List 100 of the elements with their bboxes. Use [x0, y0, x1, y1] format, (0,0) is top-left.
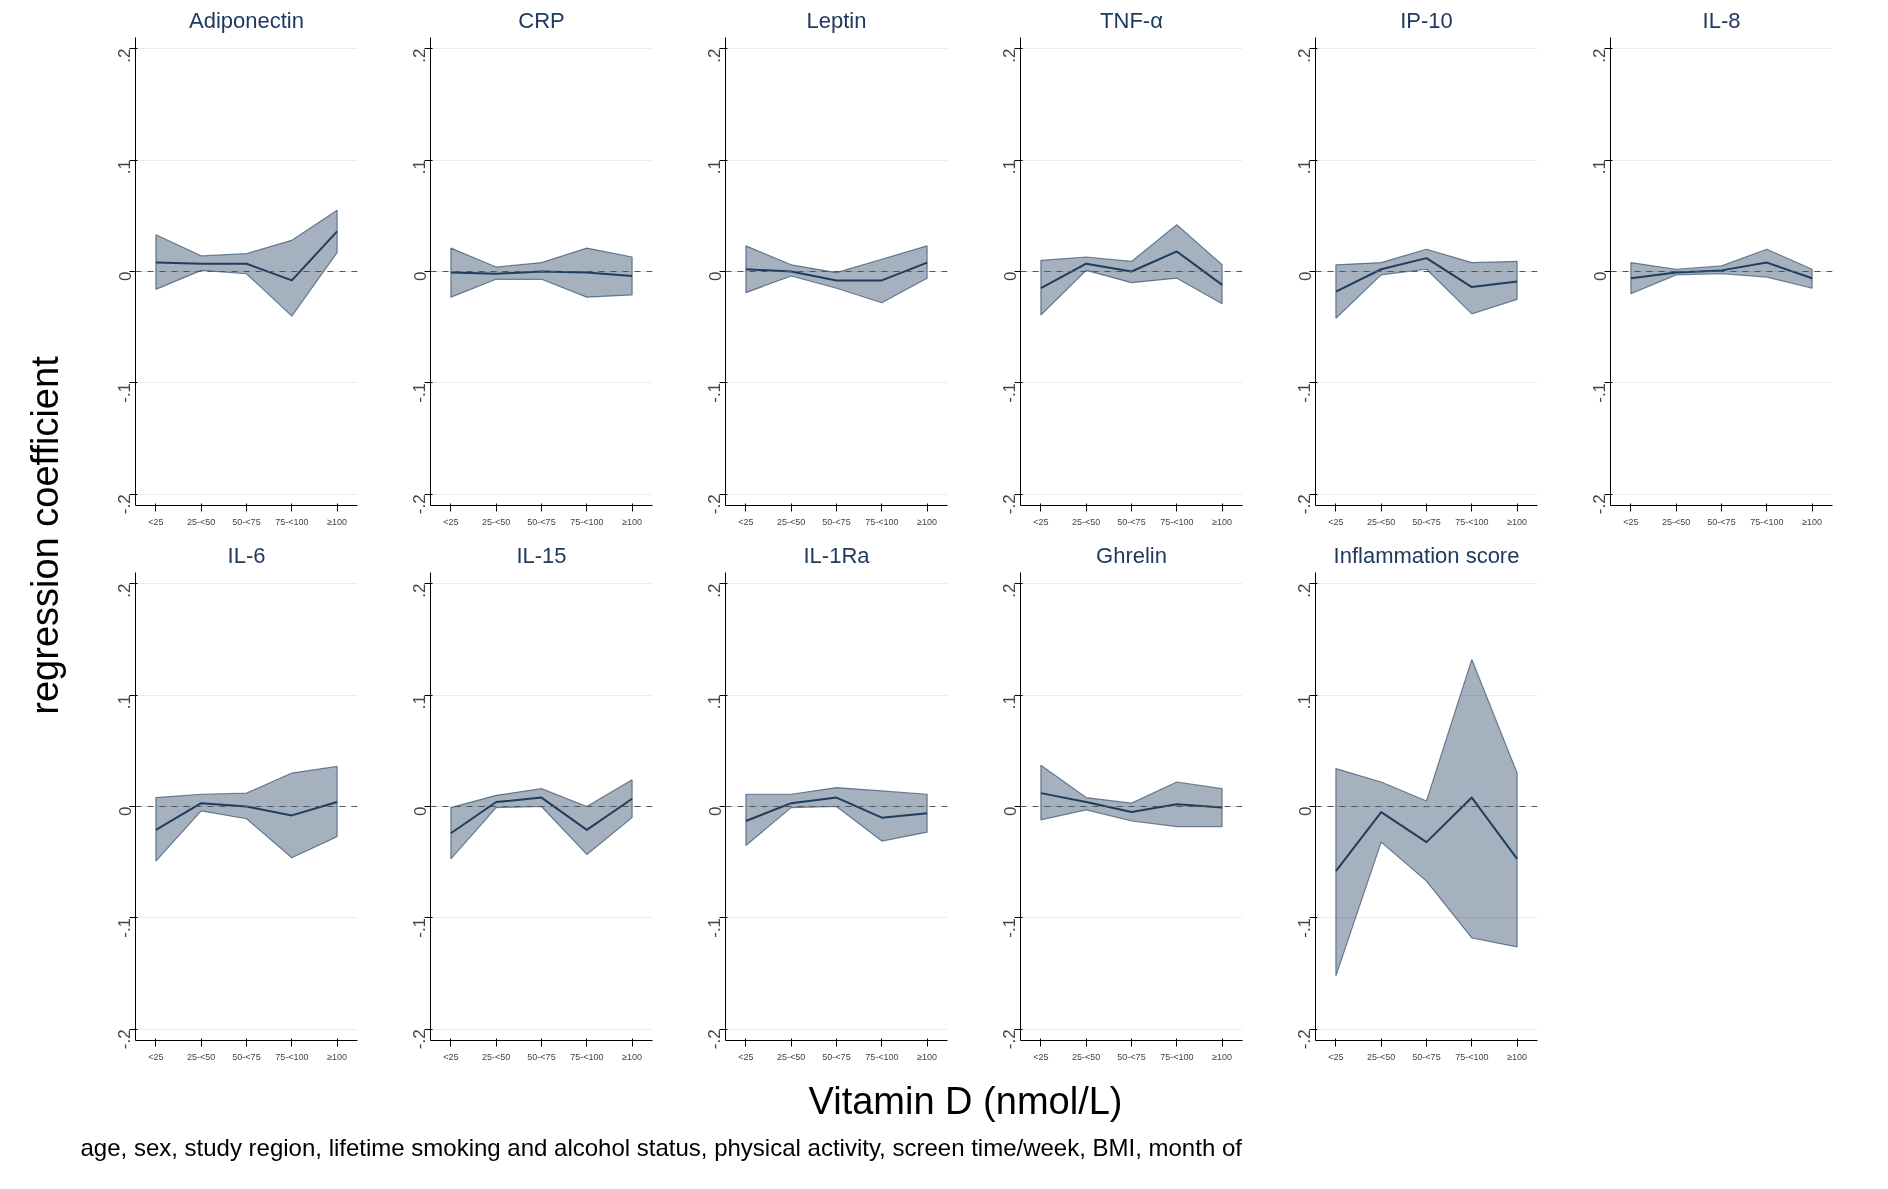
- x-tick-label: 50-<75: [232, 1051, 261, 1062]
- y-tick-label: .1: [1000, 695, 1020, 710]
- x-tick-label: 50-<75: [822, 516, 851, 527]
- x-tick-label: 25-<50: [777, 516, 806, 527]
- x-tick-label: 50-<75: [1412, 516, 1441, 527]
- y-axis-title: regression coefficient: [23, 355, 66, 715]
- x-tick-label: 75-<100: [275, 1051, 309, 1062]
- y-tick-label: .2: [115, 583, 135, 598]
- y-tick-label: -.2: [705, 494, 725, 515]
- y-tick-label: .1: [1590, 160, 1610, 175]
- y-tick-label: .1: [1000, 160, 1020, 175]
- y-tick-label: -.2: [1000, 1029, 1020, 1050]
- x-tick-label: <25: [1623, 516, 1639, 527]
- y-tick-label: .2: [115, 48, 135, 63]
- x-tick-label: 25-<50: [1367, 516, 1396, 527]
- y-tick-label: .1: [410, 695, 430, 710]
- x-tick-label: <25: [1328, 1051, 1344, 1062]
- y-tick-label: -.2: [115, 494, 135, 515]
- x-axis-title: Vitamin D (nmol/L): [808, 1080, 1123, 1123]
- x-tick-label: 25-<50: [1367, 1051, 1396, 1062]
- x-tick-label: ≥100: [327, 516, 348, 527]
- y-tick-label: .2: [1590, 48, 1610, 63]
- y-tick-label: 0: [1295, 271, 1315, 281]
- x-tick-label: 25-<50: [1072, 516, 1101, 527]
- chart-title: IL-8: [1702, 7, 1741, 33]
- y-tick-label: -.2: [410, 494, 430, 515]
- chart-title: Ghrelin: [1096, 542, 1167, 568]
- y-tick-label: -.2: [1295, 1029, 1315, 1050]
- x-tick-label: 75-<100: [1455, 516, 1489, 527]
- y-tick-label: .1: [1295, 160, 1315, 175]
- text: age, sex, study region, lifetime smoking and alcohol status, physical activity, screen time/week, BMI, month of: [80, 1134, 1243, 1161]
- x-tick-label: <25: [443, 1051, 459, 1062]
- y-tick-label: -.1: [410, 382, 430, 403]
- y-tick-label: .2: [1000, 583, 1020, 598]
- x-tick-label: ≥100: [1802, 516, 1823, 527]
- y-tick-label: .2: [705, 583, 725, 598]
- y-tick-label: .2: [1000, 48, 1020, 63]
- y-tick-label: -.1: [115, 382, 135, 403]
- y-tick-label: -.1: [705, 917, 725, 938]
- x-tick-label: 25-<50: [1662, 516, 1691, 527]
- y-tick-label: .1: [115, 695, 135, 710]
- y-tick-label: -.1: [410, 917, 430, 938]
- x-tick-label: <25: [1033, 516, 1049, 527]
- x-tick-label: 25-<50: [187, 1051, 216, 1062]
- y-tick-label: .1: [705, 695, 725, 710]
- x-tick-label: <25: [738, 516, 754, 527]
- x-tick-label: <25: [1033, 1051, 1049, 1062]
- x-tick-label: 75-<100: [865, 1051, 899, 1062]
- x-tick-label: <25: [738, 1051, 754, 1062]
- y-tick-label: -.2: [410, 1029, 430, 1050]
- y-tick-label: .1: [705, 160, 725, 175]
- chart-title: Inflammation score: [1333, 542, 1520, 568]
- x-tick-label: 25-<50: [777, 1051, 806, 1062]
- x-tick-label: ≥100: [327, 1051, 348, 1062]
- y-tick-label: 0: [410, 806, 430, 816]
- x-tick-label: ≥100: [1212, 1051, 1233, 1062]
- y-tick-label: .1: [115, 160, 135, 175]
- y-tick-label: 0: [1000, 806, 1020, 816]
- x-tick-label: <25: [1328, 516, 1344, 527]
- x-tick-label: 25-<50: [1072, 1051, 1101, 1062]
- x-tick-label: ≥100: [1507, 516, 1528, 527]
- y-tick-label: 0: [1295, 806, 1315, 816]
- x-tick-label: 25-<50: [482, 1051, 511, 1062]
- x-tick-label: 50-<75: [822, 1051, 851, 1062]
- y-tick-label: .2: [1295, 583, 1315, 598]
- y-tick-label: -.2: [705, 1029, 725, 1050]
- x-tick-label: 75-<100: [570, 1051, 604, 1062]
- y-tick-label: -.2: [1295, 494, 1315, 515]
- x-tick-label: 75-<100: [1160, 516, 1194, 527]
- chart-title: IL-1Ra: [803, 542, 871, 568]
- y-tick-label: .1: [1295, 695, 1315, 710]
- y-tick-label: 0: [705, 806, 725, 816]
- y-tick-label: .1: [410, 160, 430, 175]
- x-tick-label: 75-<100: [570, 516, 604, 527]
- x-tick-label: <25: [148, 516, 164, 527]
- x-tick-label: ≥100: [622, 1051, 643, 1062]
- chart-title: TNF-α: [1100, 7, 1164, 33]
- x-tick-label: 50-<75: [232, 516, 261, 527]
- x-tick-label: 50-<75: [1117, 1051, 1146, 1062]
- x-tick-label: 75-<100: [275, 516, 309, 527]
- y-tick-label: 0: [1000, 271, 1020, 281]
- x-tick-label: ≥100: [917, 516, 938, 527]
- x-tick-label: 25-<50: [187, 516, 216, 527]
- x-tick-label: <25: [148, 1051, 164, 1062]
- x-tick-label: ≥100: [622, 516, 643, 527]
- x-tick-label: 75-<100: [1455, 1051, 1489, 1062]
- x-tick-label: 25-<50: [482, 516, 511, 527]
- chart-title: IL-15: [516, 542, 567, 568]
- x-tick-label: 75-<100: [865, 516, 899, 527]
- y-tick-label: 0: [705, 271, 725, 281]
- y-tick-label: .2: [705, 48, 725, 63]
- x-tick-label: 75-<100: [1160, 1051, 1194, 1062]
- x-tick-label: ≥100: [917, 1051, 938, 1062]
- y-tick-label: -.1: [1295, 382, 1315, 403]
- y-tick-label: -.1: [1590, 382, 1610, 403]
- y-tick-label: -.1: [1000, 917, 1020, 938]
- x-tick-label: 50-<75: [1412, 1051, 1441, 1062]
- y-tick-label: .2: [410, 583, 430, 598]
- x-tick-label: 50-<75: [1117, 516, 1146, 527]
- chart-title: Leptin: [806, 7, 867, 33]
